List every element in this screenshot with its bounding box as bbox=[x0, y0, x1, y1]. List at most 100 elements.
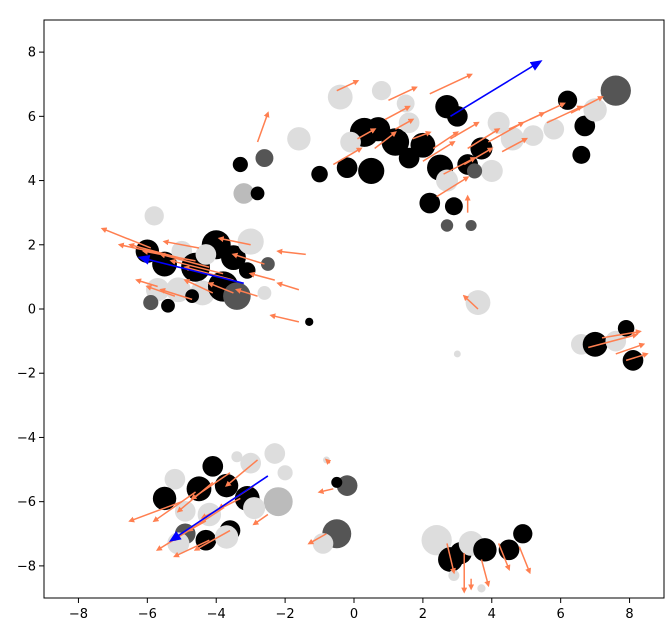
data-point bbox=[444, 197, 463, 216]
velocity-arrow bbox=[169, 258, 224, 275]
data-point bbox=[243, 497, 266, 520]
data-point bbox=[473, 538, 497, 562]
data-point bbox=[465, 290, 491, 315]
velocity-arrow bbox=[384, 105, 411, 121]
velocity-arrow bbox=[480, 559, 491, 588]
velocity-arrow bbox=[207, 282, 234, 294]
data-point bbox=[582, 331, 608, 357]
velocity-arrow bbox=[183, 279, 214, 294]
x-tick-label: −2 bbox=[276, 607, 295, 622]
data-point bbox=[255, 149, 274, 168]
velocity-arrow bbox=[615, 342, 646, 355]
velocity-arrow bbox=[501, 137, 528, 153]
velocity-arrow bbox=[374, 131, 397, 150]
data-point bbox=[233, 183, 255, 204]
data-point bbox=[174, 500, 196, 522]
data-point bbox=[143, 295, 159, 311]
data-point bbox=[410, 132, 436, 158]
velocity-arrow bbox=[276, 248, 306, 256]
data-point bbox=[152, 486, 177, 511]
x-tick-label: 0 bbox=[350, 607, 358, 622]
data-point bbox=[305, 317, 314, 326]
data-point bbox=[264, 443, 286, 464]
data-point bbox=[440, 219, 454, 232]
velocity-arrow bbox=[324, 458, 332, 465]
velocity-arrow bbox=[625, 352, 649, 362]
data-point bbox=[195, 244, 217, 265]
data-point bbox=[311, 165, 328, 183]
velocity-arrow bbox=[546, 105, 584, 124]
data-point bbox=[487, 111, 510, 134]
velocity-arrow bbox=[317, 488, 334, 495]
velocity-arrow bbox=[234, 288, 258, 297]
data-point bbox=[522, 125, 544, 146]
centroid-arrow bbox=[168, 475, 269, 542]
data-point bbox=[185, 289, 199, 304]
data-point bbox=[381, 128, 410, 156]
y-tick-label: 4 bbox=[28, 174, 36, 189]
data-point bbox=[500, 127, 525, 151]
data-point bbox=[232, 156, 248, 173]
data-point bbox=[240, 452, 261, 474]
velocity-arrow bbox=[252, 513, 269, 526]
x-tick-label: 2 bbox=[419, 607, 427, 622]
data-point bbox=[186, 476, 212, 502]
velocity-arrow bbox=[570, 96, 604, 114]
data-point bbox=[572, 145, 591, 164]
data-point bbox=[331, 476, 343, 488]
velocity-arrow bbox=[446, 543, 456, 575]
data-point bbox=[421, 525, 452, 556]
y-tick-label: −8 bbox=[17, 559, 36, 574]
velocity-arrow bbox=[162, 239, 200, 249]
velocity-arrow bbox=[128, 500, 183, 523]
velocity-arrow bbox=[357, 128, 377, 140]
velocity-arrow bbox=[422, 140, 456, 162]
velocity-arrow bbox=[394, 118, 415, 130]
data-point bbox=[419, 192, 441, 214]
data-point bbox=[238, 262, 256, 279]
velocity-arrow bbox=[225, 459, 259, 487]
y-tick-label: 8 bbox=[28, 46, 36, 61]
velocity-arrow bbox=[518, 546, 531, 575]
data-point bbox=[250, 186, 265, 201]
velocity-arrow bbox=[307, 533, 327, 545]
centroid-arrow bbox=[137, 254, 244, 285]
data-point bbox=[202, 456, 224, 477]
velocity-arrow bbox=[152, 491, 196, 523]
data-point bbox=[574, 115, 596, 137]
velocity-arrow bbox=[462, 294, 479, 310]
velocity-arrow bbox=[100, 227, 152, 249]
velocity-arrow bbox=[332, 147, 363, 166]
data-point bbox=[223, 282, 251, 310]
data-point bbox=[466, 163, 483, 179]
data-point bbox=[371, 81, 392, 101]
data-point bbox=[398, 112, 420, 134]
velocity-arrow bbox=[248, 271, 275, 281]
centroid-arrow bbox=[450, 60, 543, 118]
y-tick-label: 0 bbox=[28, 303, 36, 318]
x-tick-label: −8 bbox=[69, 607, 88, 622]
data-point bbox=[195, 529, 217, 551]
velocity-arrow bbox=[432, 131, 459, 150]
data-point bbox=[336, 157, 358, 179]
velocity-arrow bbox=[412, 130, 432, 140]
data-point bbox=[257, 286, 272, 300]
data-point bbox=[277, 465, 293, 481]
y-tick-label: 2 bbox=[28, 238, 36, 253]
y-tick-label: −6 bbox=[17, 495, 36, 510]
data-point bbox=[237, 228, 264, 255]
velocity-arrow bbox=[601, 329, 642, 339]
data-point bbox=[327, 84, 353, 110]
velocity-arrow bbox=[388, 86, 418, 101]
y-tick-label: 6 bbox=[28, 110, 36, 125]
velocity-arrow bbox=[588, 332, 639, 349]
velocity-arrow bbox=[231, 252, 265, 265]
velocity-arrow bbox=[190, 472, 231, 500]
data-point bbox=[263, 487, 293, 517]
velocity-arrow bbox=[429, 73, 473, 95]
velocity-arrow bbox=[159, 288, 193, 301]
y-tick-label: −2 bbox=[17, 367, 36, 382]
data-point bbox=[480, 159, 503, 182]
